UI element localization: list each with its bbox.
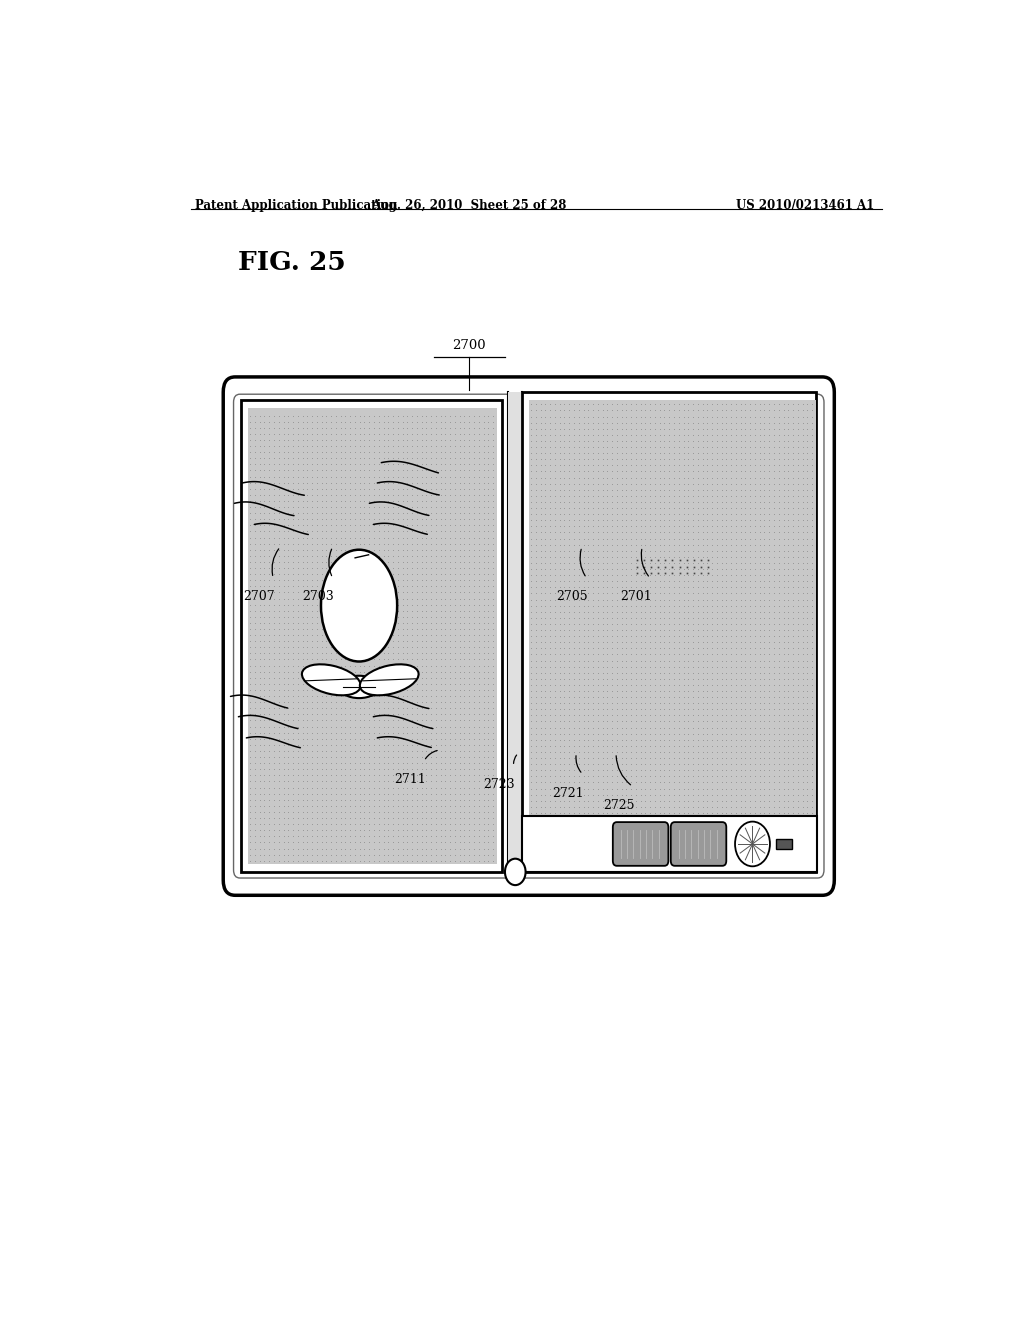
Ellipse shape (321, 549, 397, 661)
Text: 2707: 2707 (243, 590, 274, 603)
Text: 2725: 2725 (603, 799, 634, 812)
Text: 2703: 2703 (302, 590, 335, 603)
Text: FIG. 25: FIG. 25 (238, 249, 345, 275)
Ellipse shape (359, 664, 419, 696)
Bar (776, 840, 793, 849)
Ellipse shape (339, 676, 379, 698)
Bar (522, 392, 816, 873)
Circle shape (735, 821, 770, 866)
Ellipse shape (302, 664, 360, 696)
FancyBboxPatch shape (223, 378, 835, 895)
Bar (528, 400, 816, 816)
Circle shape (505, 859, 525, 886)
Text: 2723: 2723 (483, 779, 515, 792)
Text: 2705: 2705 (557, 590, 588, 603)
Bar (242, 400, 502, 873)
Text: 2711: 2711 (394, 774, 426, 787)
Bar (248, 408, 497, 863)
Text: US 2010/0213461 A1: US 2010/0213461 A1 (735, 199, 873, 213)
Text: Aug. 26, 2010  Sheet 25 of 28: Aug. 26, 2010 Sheet 25 of 28 (372, 199, 567, 213)
Bar (508, 392, 522, 880)
Text: 2701: 2701 (620, 590, 652, 603)
Text: 2721: 2721 (553, 787, 585, 800)
FancyBboxPatch shape (612, 822, 669, 866)
Text: Patent Application Publication: Patent Application Publication (196, 199, 398, 213)
Bar (522, 816, 817, 873)
Text: 2700: 2700 (453, 338, 486, 351)
FancyBboxPatch shape (671, 822, 726, 866)
